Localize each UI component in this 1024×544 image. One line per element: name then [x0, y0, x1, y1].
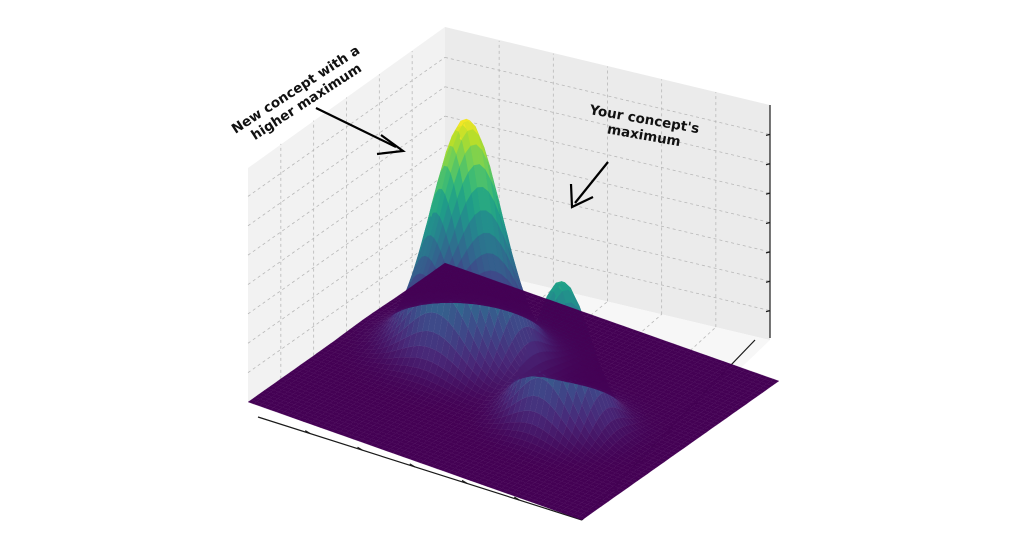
x-axis-line: [257, 416, 583, 521]
z-tick: [765, 192, 771, 195]
grid-line: [247, 174, 446, 315]
z-tick: [765, 163, 771, 166]
surface-face: [769, 378, 780, 384]
z-tick: [765, 133, 771, 136]
x-tick: [409, 463, 416, 468]
z-tick: [765, 221, 771, 225]
z-tick: [765, 280, 771, 283]
arrowhead-your-concept: [569, 183, 594, 209]
grid-line: [247, 203, 446, 344]
x-tick: [461, 479, 468, 484]
arrow-your-concept: [574, 161, 609, 204]
z-tick: [765, 310, 771, 313]
grid-line: [247, 57, 446, 197]
grid-line: [444, 174, 771, 253]
arrowhead-new-concept: [376, 134, 406, 156]
z-tick: [765, 251, 771, 254]
arrow-new-concept: [315, 107, 397, 148]
grid-line: [247, 86, 446, 227]
grid-line: [444, 115, 771, 194]
surface-mesh: [247, 118, 780, 521]
back-pane: [445, 27, 770, 340]
grid-line: [444, 56, 771, 135]
grid-line: [247, 115, 446, 256]
grid-line: [247, 145, 446, 285]
grid-line: [444, 86, 771, 165]
x-tick: [513, 496, 520, 501]
x-tick: [304, 430, 311, 435]
grid-line: [444, 145, 771, 223]
grid-line: [247, 233, 446, 373]
x-tick: [357, 446, 363, 451]
